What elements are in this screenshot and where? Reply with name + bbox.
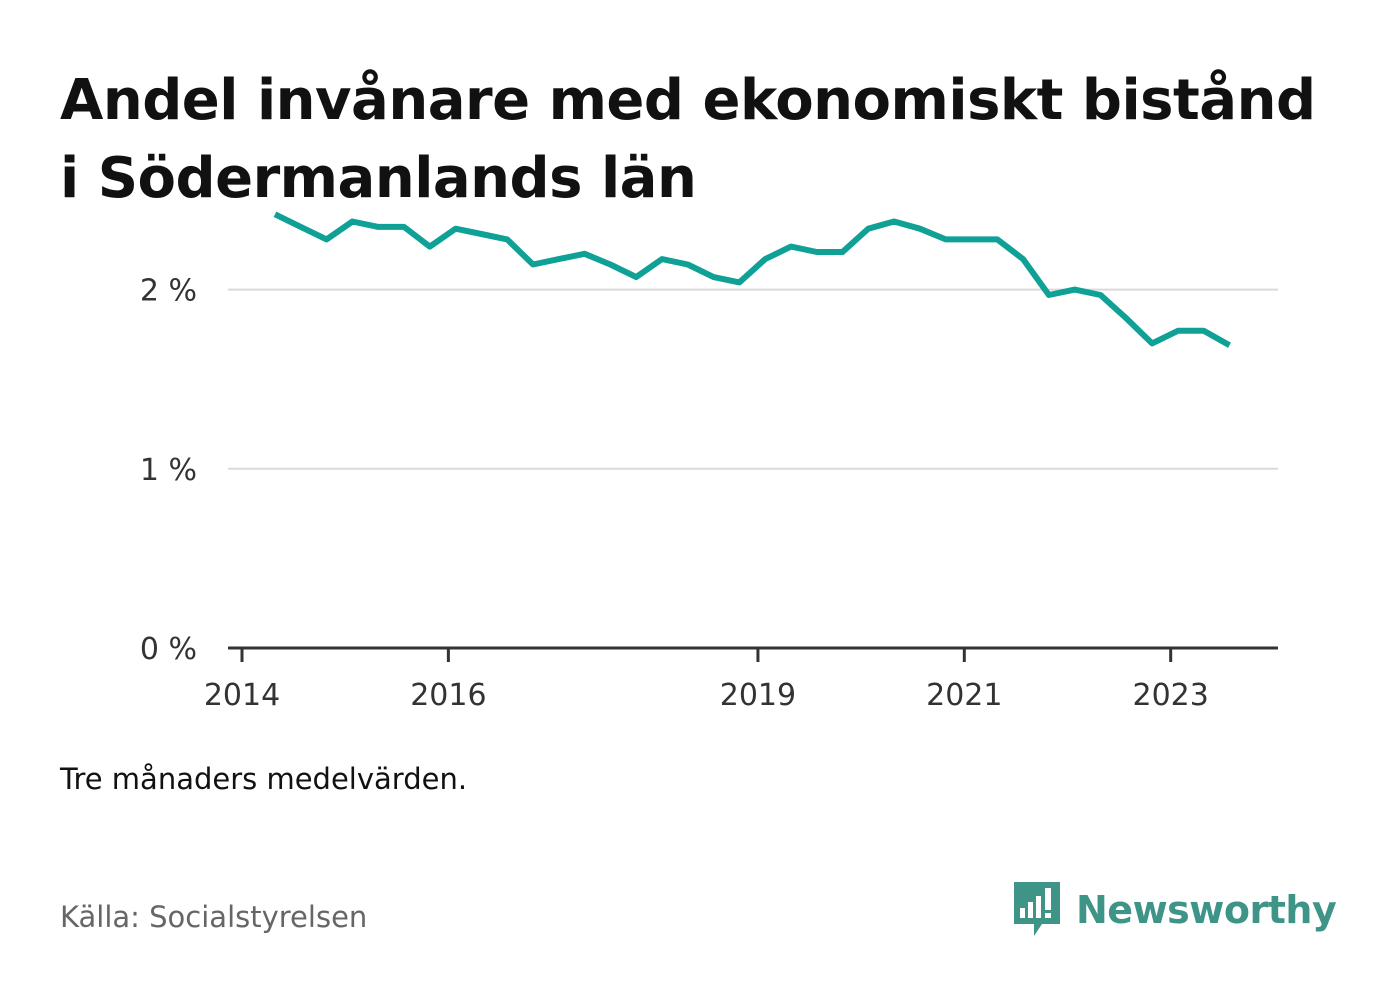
data-point: [633, 274, 639, 280]
data-point: [530, 262, 536, 268]
y-tick-label: 1 %: [140, 453, 197, 488]
data-point: [943, 236, 949, 242]
data-point: [1098, 292, 1104, 298]
data-point: [788, 244, 794, 250]
series-line: [273, 211, 1231, 348]
x-tick-label: 2021: [926, 678, 1002, 713]
gridlines: [228, 288, 1278, 470]
data-point: [736, 279, 742, 285]
data-point: [478, 231, 484, 237]
y-tick-label: 0 %: [140, 632, 197, 667]
source-credit: Källa: Socialstyrelsen: [60, 900, 368, 934]
x-tick-label: 2016: [410, 678, 486, 713]
data-point: [994, 236, 1000, 242]
data-point: [556, 256, 562, 262]
data-point: [711, 274, 717, 280]
newsworthy-logo-icon: [1014, 882, 1060, 936]
y-tick-label: 2 %: [140, 274, 197, 309]
data-point: [298, 224, 304, 230]
x-tick-label: 2023: [1133, 678, 1209, 713]
data-point: [969, 236, 975, 242]
data-point: [401, 224, 407, 230]
data-point: [1072, 287, 1078, 293]
data-point: [1123, 315, 1129, 321]
x-tick-label: 2019: [720, 678, 796, 713]
data-point: [453, 226, 459, 232]
data-point: [891, 219, 897, 225]
data-point: [1201, 328, 1207, 334]
data-point: [582, 251, 588, 257]
data-point: [1020, 256, 1026, 262]
data-point: [375, 224, 381, 230]
y-axis-ticks: 0 % 1 % 2 %: [140, 274, 197, 667]
data-point: [324, 236, 330, 242]
data-point: [840, 249, 846, 255]
data-point: [607, 262, 613, 268]
chart-note: Tre månaders medelvärden.: [60, 762, 468, 796]
data-point: [1046, 292, 1052, 298]
brand-name: Newsworthy: [1076, 888, 1337, 932]
data-point: [504, 236, 510, 242]
data-point: [865, 226, 871, 232]
data-point: [1149, 340, 1155, 346]
x-axis-ticks: 2014 2016 2019 2021 2023: [204, 648, 1209, 713]
data-point: [814, 249, 820, 255]
data-point: [349, 219, 355, 225]
data-point: [1227, 342, 1233, 348]
chart-title: Andel invånare med ekonomiskt bistånd i …: [60, 68, 1316, 211]
series-layer: [272, 211, 1233, 348]
data-point: [685, 262, 691, 268]
x-tick-label: 2014: [204, 678, 280, 713]
brand-logo[interactable]: Newsworthy: [1012, 880, 1337, 940]
data-point: [917, 226, 923, 232]
data-point: [272, 211, 278, 217]
data-point: [1175, 328, 1181, 334]
data-point: [659, 256, 665, 262]
data-point: [427, 244, 433, 250]
data-point: [762, 256, 768, 262]
